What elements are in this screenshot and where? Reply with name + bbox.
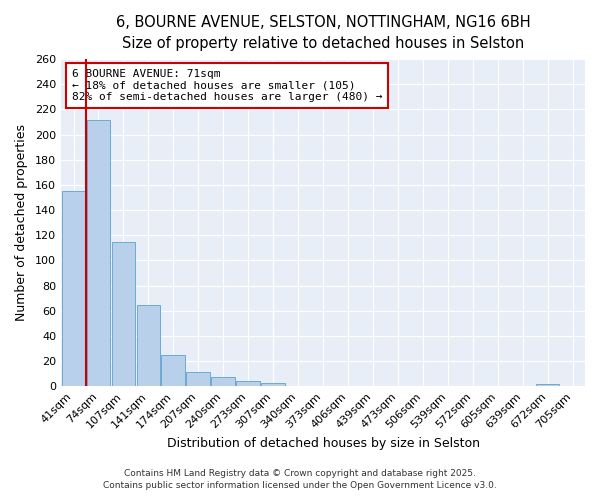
Bar (236, 382, 260, 386)
Bar (261, 382, 285, 386)
Bar (112, 242, 135, 386)
Text: Contains HM Land Registry data © Crown copyright and database right 2025.
Contai: Contains HM Land Registry data © Crown c… (103, 468, 497, 490)
Text: 6 BOURNE AVENUE: 71sqm
← 18% of detached houses are smaller (105)
82% of semi-de: 6 BOURNE AVENUE: 71sqm ← 18% of detached… (71, 69, 382, 102)
Bar (86, 120, 110, 386)
Bar (161, 355, 185, 386)
Bar (137, 304, 160, 386)
Bar (536, 384, 559, 386)
Bar (211, 378, 235, 386)
Title: 6, BOURNE AVENUE, SELSTON, NOTTINGHAM, NG16 6BH
Size of property relative to det: 6, BOURNE AVENUE, SELSTON, NOTTINGHAM, N… (116, 15, 530, 51)
X-axis label: Distribution of detached houses by size in Selston: Distribution of detached houses by size … (167, 437, 479, 450)
Bar (187, 372, 210, 386)
Bar (62, 191, 85, 386)
Y-axis label: Number of detached properties: Number of detached properties (15, 124, 28, 321)
